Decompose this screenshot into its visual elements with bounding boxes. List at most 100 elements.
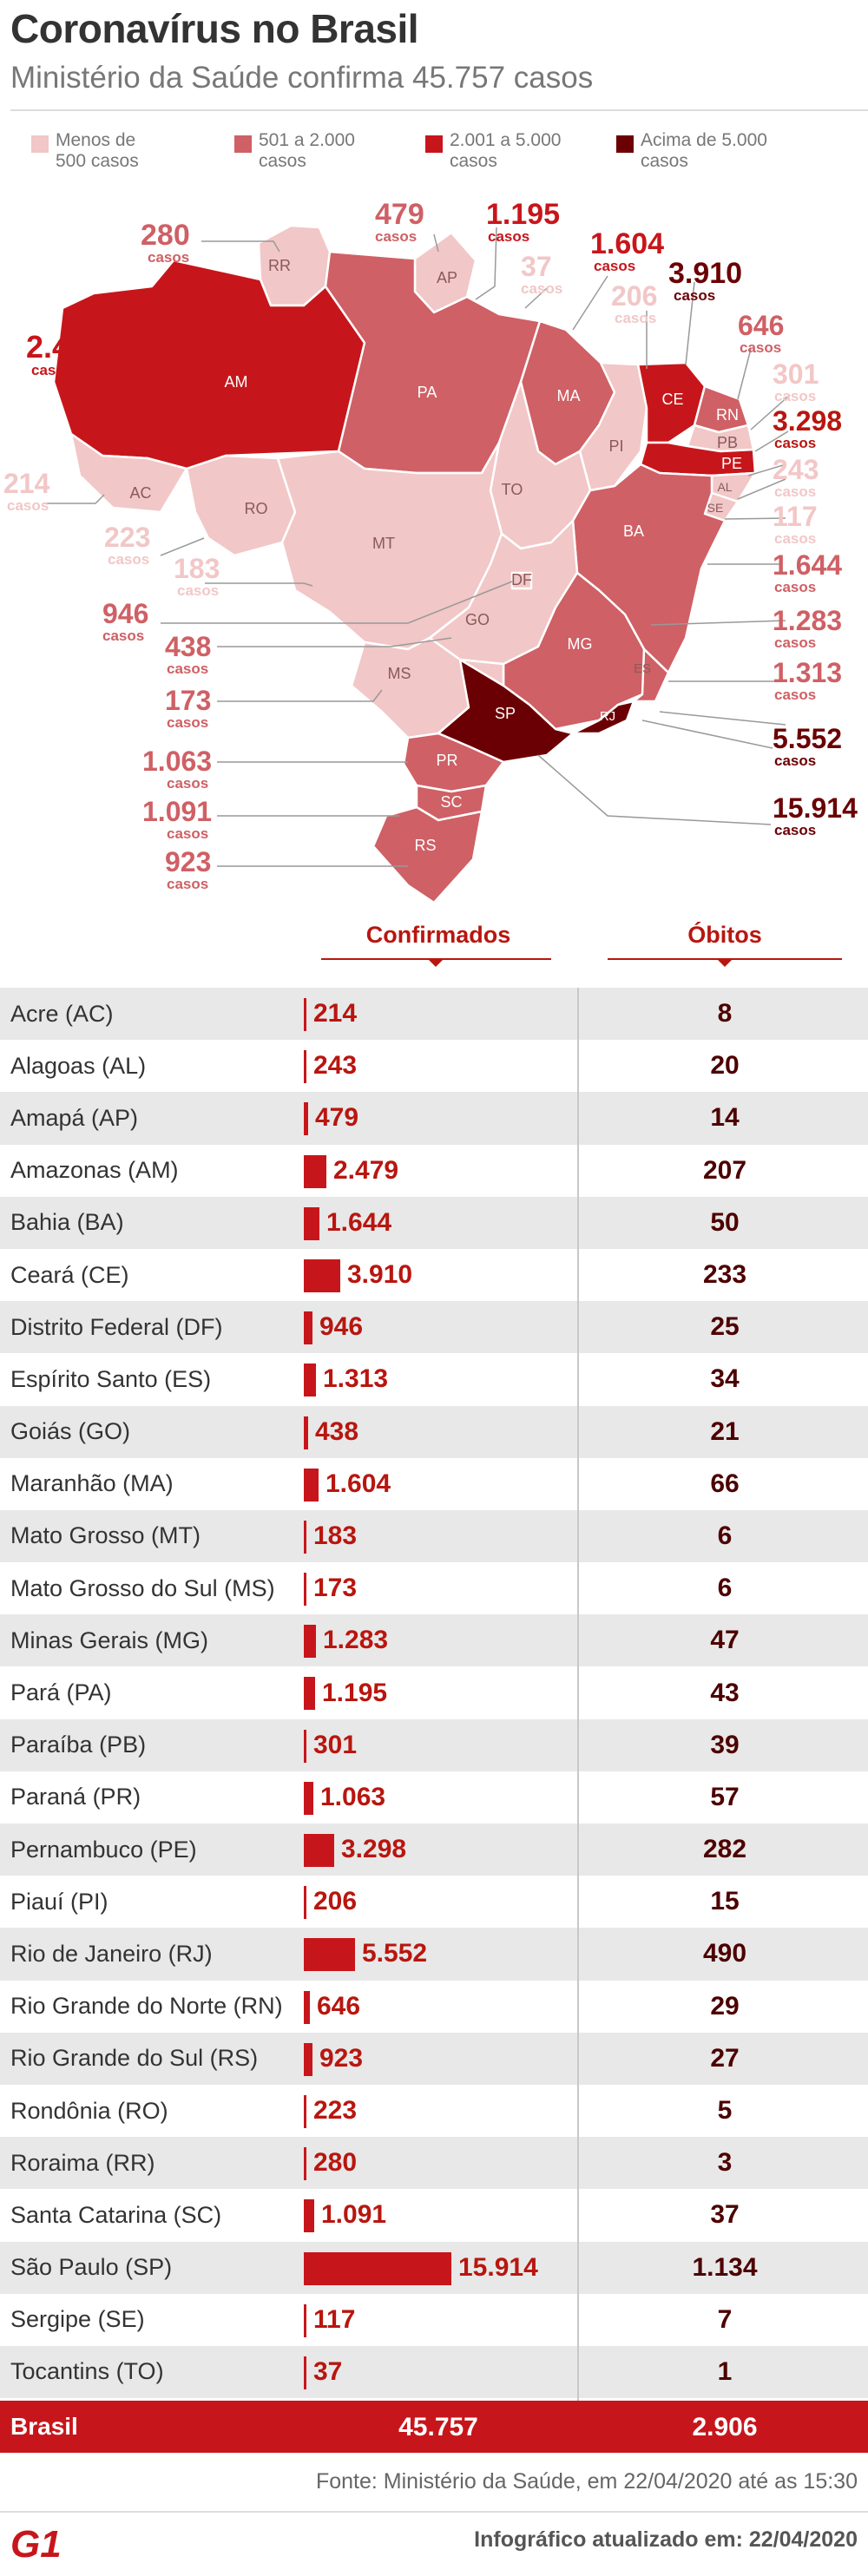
row-obitos: 8: [717, 999, 733, 1028]
row-bar: [304, 1834, 334, 1867]
legend-item-high: 2.001 a 5.000 casos: [425, 130, 561, 172]
row-state: Distrito Federal (DF): [10, 1313, 223, 1340]
table-row: Paraíba (PB) 301 39: [0, 1718, 868, 1771]
state-df: [510, 571, 533, 590]
map-value-rr: 280: [141, 219, 190, 252]
row-bar: [304, 2147, 306, 2181]
row-obitos: 207: [702, 1155, 747, 1185]
total-confirmados: 45.757: [398, 2413, 478, 2441]
row-obitos: 14: [710, 1103, 740, 1133]
row-state: Ceará (CE): [10, 1261, 129, 1288]
map-value-ce: 3.910: [668, 257, 742, 290]
map-value-ro: 223: [104, 522, 150, 553]
table-row: Tocantins (TO) 37 1: [0, 2345, 868, 2399]
map-value-ma: 1.604: [590, 227, 664, 260]
row-state: Santa Catarina (SC): [10, 2201, 222, 2228]
row-bar: [304, 1938, 355, 1972]
map-label: PR: [436, 752, 457, 769]
row-confirmados: 1.283: [323, 1626, 389, 1655]
legend-item-top: Acima de 5.000 casos: [616, 130, 767, 172]
column-separator: [577, 988, 579, 2402]
brazil-map: RR AM AP PA MA PI CE RN PB PE AL SE BA T…: [3, 198, 858, 904]
row-state: Amazonas (AM): [10, 1157, 179, 1184]
legend-item-low: Menos de 500 casos: [31, 130, 139, 172]
row-bar: [304, 1781, 313, 1815]
map-casos: casos: [774, 634, 816, 651]
total-obitos: 2.906: [692, 2413, 758, 2441]
table-row: Piauí (PI) 206 15: [0, 1876, 868, 1928]
map-label: SC: [440, 793, 462, 811]
legend-label: casos: [450, 151, 497, 171]
row-state: Sergipe (SE): [10, 2306, 145, 2333]
legend-label: casos: [641, 151, 688, 171]
table-row: Rondônia (RO) 223 5: [0, 2085, 868, 2137]
map-label: AL: [717, 480, 732, 494]
column-header-obitos: Óbitos: [687, 922, 762, 948]
legend-label: 500 casos: [56, 151, 139, 171]
row-confirmados: 15.914: [458, 2252, 538, 2282]
row-confirmados: 173: [313, 1574, 358, 1603]
row-obitos: 1: [717, 2356, 733, 2386]
data-table: Acre (AC) 214 8 Alagoas (AL) 243 20 Amapá (AP)…: [0, 988, 868, 2399]
map-label: AP: [437, 269, 457, 286]
map-casos: casos: [774, 483, 816, 500]
map-label: TO: [502, 481, 523, 498]
row-state: Amapá (AP): [10, 1104, 139, 1131]
legend-swatch-low: [31, 135, 49, 153]
map-value-to: 37: [521, 251, 552, 282]
row-confirmados: 117: [313, 2304, 356, 2334]
map-casos: casos: [148, 249, 189, 266]
map-label: AC: [129, 484, 151, 502]
legend-swatch-high: [425, 135, 443, 153]
row-bar: [304, 1364, 316, 1397]
map-label: MG: [568, 635, 593, 653]
table-row: Sergipe (SE) 117 7: [0, 2294, 868, 2346]
row-confirmados: 1.313: [323, 1364, 389, 1394]
row-state: Goiás (GO): [10, 1418, 131, 1445]
row-obitos: 47: [710, 1626, 740, 1655]
map-casos: casos: [167, 876, 208, 892]
row-state: Rondônia (RO): [10, 2097, 168, 2124]
row-confirmados: 1.644: [326, 1207, 392, 1237]
row-bar: [304, 1520, 306, 1554]
map-value-rn: 646: [738, 310, 784, 341]
row-state: Maranhão (MA): [10, 1470, 174, 1497]
map-casos: casos: [177, 582, 219, 599]
row-obitos: 25: [710, 1312, 740, 1342]
row-obitos: 66: [710, 1469, 740, 1498]
row-obitos: 37: [710, 2200, 740, 2230]
row-bar: [304, 1886, 306, 1920]
row-obitos: 3: [717, 2148, 733, 2178]
map-value-mt: 183: [174, 553, 220, 584]
row-bar: [304, 2042, 312, 2076]
row-obitos: 6: [717, 1521, 733, 1550]
map-label: BA: [623, 522, 644, 540]
row-bar: [304, 2303, 306, 2337]
row-state: Paraíba (PB): [10, 1732, 147, 1758]
row-state: Piauí (PI): [10, 1888, 108, 1915]
state-sp: [437, 658, 575, 764]
map-casos: casos: [375, 228, 417, 245]
row-confirmados: 37: [313, 2356, 343, 2386]
map-casos: casos: [102, 628, 144, 644]
legend-label: Menos de: [56, 130, 136, 150]
row-bar: [304, 1468, 319, 1502]
updated-note: Infográfico atualizado em: 22/04/2020: [474, 2527, 858, 2552]
row-obitos: 29: [710, 1991, 740, 2021]
map-casos: casos: [774, 687, 816, 703]
map-casos: casos: [774, 388, 816, 404]
row-bar: [304, 1311, 312, 1345]
row-state: Tocantins (TO): [10, 2358, 164, 2385]
map-value-ac: 214: [3, 468, 50, 499]
map-casos: casos: [108, 551, 149, 568]
map-casos: casos: [674, 287, 715, 304]
table-row: Rio Grande do Norte (RN) 646 29: [0, 1981, 868, 2033]
table-row: Goiás (GO) 438 21: [0, 1405, 868, 1458]
row-confirmados: 243: [313, 1051, 358, 1081]
row-obitos: 50: [710, 1207, 740, 1237]
row-bar: [304, 1677, 315, 1711]
row-state: Acre (AC): [10, 1000, 114, 1027]
map-label: PA: [418, 384, 437, 401]
map-label: PE: [721, 455, 742, 472]
row-confirmados: 206: [313, 1887, 358, 1916]
